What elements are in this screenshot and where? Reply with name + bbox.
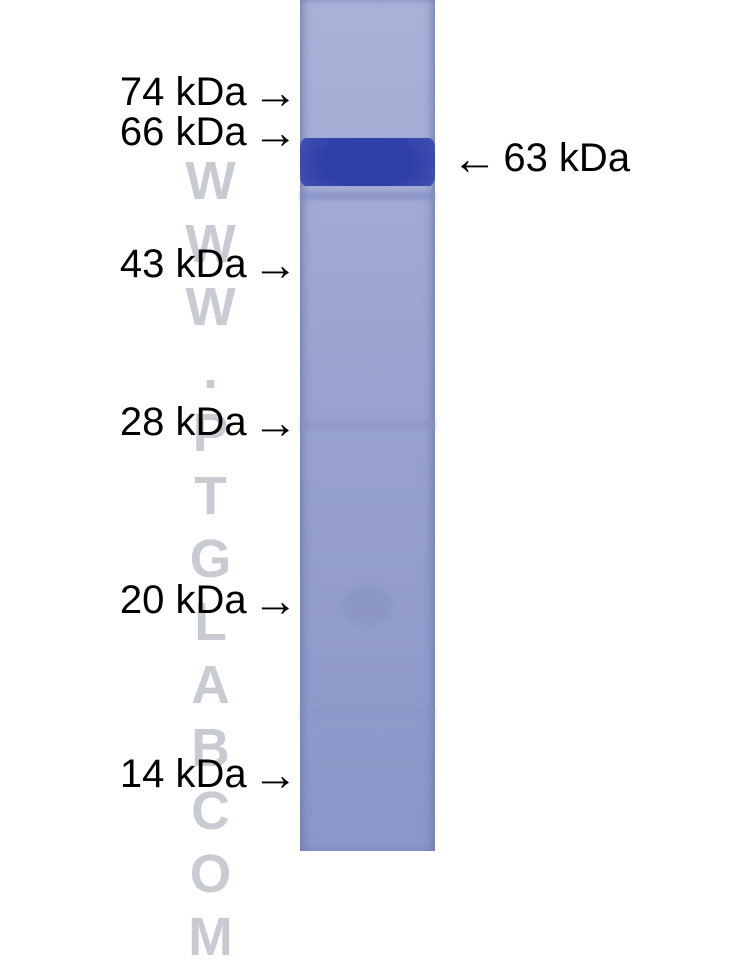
ladder-label: 28 kDa [120, 400, 247, 445]
protein-band-faint-1 [300, 192, 435, 200]
ladder-marker-66: 66 kDa → [120, 110, 298, 155]
ladder-marker-43: 43 kDa → [120, 242, 298, 287]
ladder-marker-14: 14 kDa → [120, 752, 298, 797]
ladder-label: 43 kDa [120, 242, 247, 287]
arrow-right-icon: → [253, 242, 298, 287]
protein-band-faint-2 [300, 420, 435, 430]
gel-smudge [342, 586, 392, 626]
gel-lane [300, 0, 435, 851]
ladder-label: 74 kDa [120, 70, 247, 115]
arrow-left-icon: ← [452, 136, 497, 181]
protein-band-main [300, 138, 435, 186]
ladder-label: 14 kDa [120, 752, 247, 797]
arrow-right-icon: → [253, 578, 298, 623]
protein-band-faint-3 [300, 708, 435, 718]
gel-figure: WWW.PTGLABCOM 74 kDa → 66 kDa → 43 kDa →… [0, 0, 740, 851]
arrow-right-icon: → [253, 400, 298, 445]
arrow-right-icon: → [253, 110, 298, 155]
target-label: 63 kDa [503, 136, 630, 181]
ladder-marker-28: 28 kDa → [120, 400, 298, 445]
arrow-right-icon: → [253, 752, 298, 797]
ladder-label: 66 kDa [120, 110, 247, 155]
ladder-marker-20: 20 kDa → [120, 578, 298, 623]
ladder-label: 20 kDa [120, 578, 247, 623]
target-marker-63: ← 63 kDa [452, 136, 630, 181]
